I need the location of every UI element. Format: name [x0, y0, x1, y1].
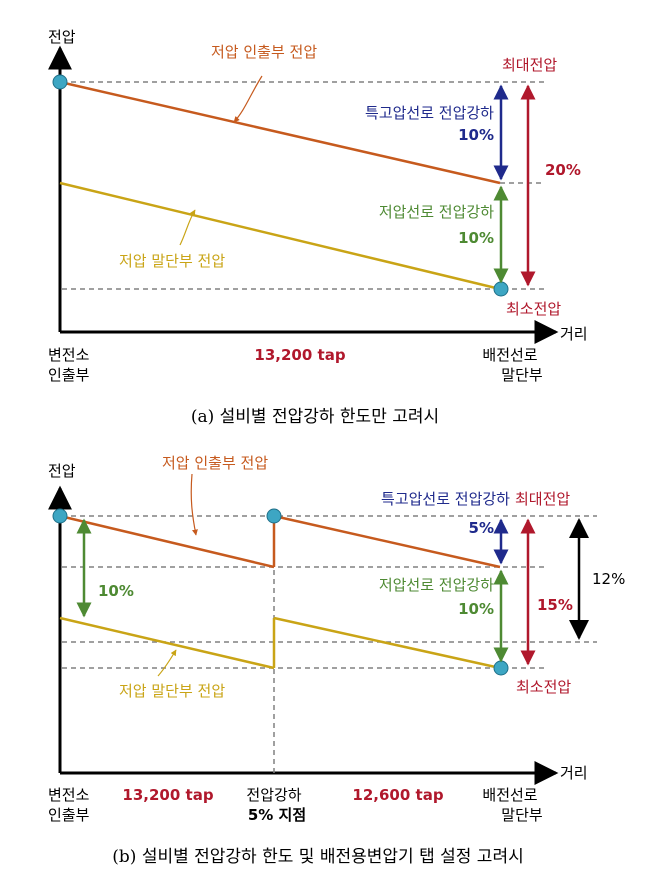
a-max-voltage-label: 최대전압 — [502, 56, 557, 74]
a-total-drop-value: 20% — [545, 161, 581, 179]
a-upper-callout-leader — [233, 75, 263, 123]
a-upper-voltage-label: 저압 인출부 전압 — [211, 43, 317, 61]
a-hv-drop-value: 10% — [458, 126, 494, 144]
b-mid-node — [266, 508, 282, 524]
a-y-axis-label: 전압 — [48, 28, 76, 46]
b-upper-voltage-label: 저압 인출부 전압 — [162, 454, 268, 472]
b-left-drop-value: 10% — [98, 582, 134, 600]
a-caption: (a) 설비별 전압강하 한도만 고려시 — [191, 407, 439, 427]
a-end-label-line1: 배전선로 — [482, 346, 537, 364]
b-mid-label-line1: 전압강하 — [246, 786, 301, 804]
a-x-axis-label: 거리 — [560, 325, 588, 343]
b-lower-callout-leader — [157, 649, 177, 677]
a-lower-voltage-line — [59, 181, 501, 291]
a-lower-callout-leader — [179, 209, 196, 246]
b-start-label-line1: 변전소 — [48, 786, 90, 804]
b-upper-voltage-line-1 — [59, 514, 275, 569]
a-tap-label: 13,200 tap — [254, 346, 345, 364]
b-end-label-line1: 배전선로 — [482, 786, 537, 804]
b-y-axis-label: 전압 — [48, 462, 76, 480]
b-upper-callout-leader — [190, 473, 198, 536]
a-upper-voltage-line — [59, 80, 501, 185]
b-band-value: 12% — [592, 570, 625, 588]
b-lv-drop-value: 10% — [458, 600, 494, 618]
a-hv-drop-label: 특고압선로 전압강하 — [365, 104, 494, 122]
diagram-a: 전압 거리 저압 인출부 전압 저압 말단부 전압 최대전압 최소전압 특고압선… — [48, 28, 588, 427]
b-lower-voltage-line-2 — [273, 616, 501, 670]
a-lower-voltage-label: 저압 말단부 전압 — [119, 252, 225, 270]
a-start-label-line1: 변전소 — [48, 346, 90, 364]
a-min-voltage-label: 최소전압 — [506, 300, 561, 318]
b-total-drop-value: 15% — [537, 596, 573, 614]
b-upper-voltage-line-2 — [273, 514, 501, 569]
b-hv-drop-value: 5% — [469, 519, 494, 537]
b-mid-label-line2: 5% 지점 — [248, 806, 306, 824]
a-start-label-line2: 인출부 — [48, 366, 90, 384]
a-start-node — [52, 74, 68, 90]
b-caption: (b) 설비별 전압강하 한도 및 배전용변압기 탭 설정 고려시 — [112, 847, 523, 867]
b-x-axis-label: 거리 — [560, 764, 588, 782]
b-max-voltage-label: 최대전압 — [515, 490, 570, 508]
a-end-label-line2: 말단부 — [501, 366, 543, 384]
b-hv-drop-label: 특고압선로 전압강하 — [381, 490, 510, 508]
a-lv-drop-label: 저압선로 전압강하 — [379, 203, 494, 221]
b-lv-drop-label: 저압선로 전압강하 — [379, 576, 494, 594]
b-tap2-label: 12,600 tap — [352, 786, 443, 804]
b-start-node — [52, 508, 68, 524]
b-end-node — [493, 660, 509, 676]
diagram-b: 전압 거리 저압 인출부 전압 저압 말단부 전압 특고압선로 전압강하 최대전… — [48, 454, 625, 867]
a-lv-drop-value: 10% — [458, 229, 494, 247]
b-lower-voltage-line-1 — [59, 616, 275, 670]
a-end-node — [493, 281, 509, 297]
b-tap1-label: 13,200 tap — [122, 786, 213, 804]
b-end-label-line2: 말단부 — [501, 806, 543, 824]
b-lower-voltage-label: 저압 말단부 전압 — [119, 682, 225, 700]
b-min-voltage-label: 최소전압 — [516, 678, 571, 696]
b-start-label-line2: 인출부 — [48, 806, 90, 824]
